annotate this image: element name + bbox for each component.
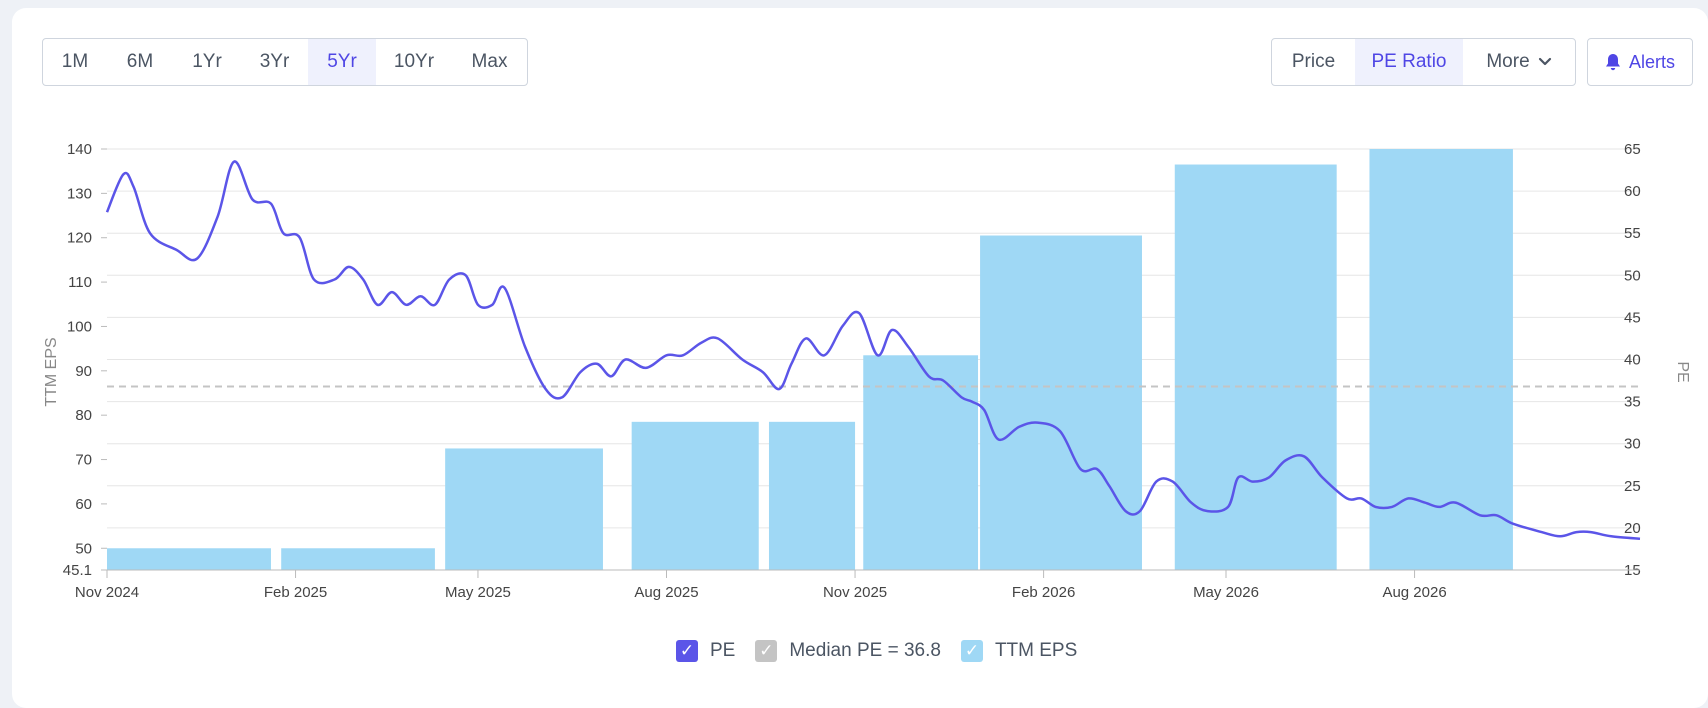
right-tick-label: 40 (1624, 352, 1641, 369)
right-tick-label: 65 (1624, 141, 1641, 158)
eps-bar (107, 548, 271, 570)
metric-selector: Price PE Ratio More (1271, 38, 1576, 86)
median-checkbox[interactable]: ✓ (755, 640, 778, 662)
left-tick-label: 100 (67, 318, 92, 335)
right-tick-label: 20 (1624, 520, 1641, 537)
range-button-1m[interactable]: 1M (61, 51, 89, 72)
range-button-10yr[interactable]: 10Yr (393, 51, 435, 72)
x-tick-label: May 2025 (445, 584, 511, 601)
chart-legend: ✓ PE ✓ Median PE = 36.8 ✓ TTM EPS (676, 640, 1077, 662)
left-tick-label: 130 (67, 185, 92, 202)
right-tick-label: 45 (1624, 309, 1641, 326)
x-tick-label: Feb 2026 (1012, 584, 1075, 601)
more-button[interactable]: More (1463, 39, 1575, 85)
alerts-label: Alerts (1628, 51, 1675, 72)
pe-line (105, 160, 1641, 541)
left-tick-label: 45.1 (63, 562, 92, 579)
pe-ratio-button[interactable]: PE Ratio (1355, 39, 1463, 85)
left-tick-label: 50 (75, 540, 92, 557)
right-tick-label: 35 (1624, 394, 1641, 411)
left-tick-label: 140 (67, 141, 92, 158)
left-axis-title: TTM EPS (43, 337, 60, 406)
eps-bar (1369, 149, 1513, 570)
pe-checkbox[interactable]: ✓ (676, 640, 698, 662)
eps-bar (980, 235, 1142, 571)
range-button-5yr[interactable]: 5Yr (308, 39, 376, 85)
x-axis-ticks: Nov 2024 Feb 2025 May 2025 Aug 2025 Nov 2025… (75, 569, 1640, 601)
eps-bars (107, 149, 1513, 571)
left-tick-label: 120 (67, 230, 92, 247)
left-tick-label: 110 (68, 274, 92, 291)
range-button-1yr[interactable]: 1Yr (192, 51, 222, 72)
alerts-button[interactable]: Alerts (1587, 38, 1693, 86)
x-tick-label: Nov 2025 (823, 584, 887, 601)
range-selector: 1M 6M 1Yr 3Yr 5Yr 10Yr Max (42, 38, 528, 86)
chevron-down-icon (1538, 57, 1551, 66)
right-tick-label: 50 (1624, 267, 1641, 284)
right-tick-label: 55 (1624, 225, 1641, 242)
right-tick-label: 25 (1624, 478, 1641, 495)
eps-bar (863, 355, 979, 570)
legend-label-eps: TTM EPS (994, 640, 1078, 661)
eps-bar (1174, 164, 1337, 571)
x-tick-label: Nov 2024 (75, 584, 139, 601)
bell-icon (1605, 54, 1620, 71)
price-button[interactable]: Price (1291, 51, 1336, 72)
eps-bar (631, 421, 759, 570)
x-tick-label: Aug 2026 (1382, 584, 1446, 601)
legend-label-median: Median PE = 36.8 (789, 640, 941, 661)
legend-item-eps[interactable]: ✓ TTM EPS (960, 640, 1078, 662)
left-tick-label: 60 (75, 496, 92, 513)
x-tick-label: Feb 2025 (264, 584, 327, 601)
range-button-3yr[interactable]: 3Yr (259, 51, 290, 72)
legend-item-pe[interactable]: ✓ PE (676, 640, 735, 662)
pe-eps-chart: 140 130 120 110 100 90 80 70 60 50 45.1 65 60 55 50 45… (43, 141, 1691, 601)
eps-bar (281, 548, 435, 570)
legend-item-median[interactable]: ✓ Median PE = 36.8 (755, 640, 941, 662)
x-tick-label: May 2026 (1193, 584, 1259, 601)
x-tick-label: Aug 2025 (634, 584, 698, 601)
left-axis-ticks: 140 130 120 110 100 90 80 70 60 50 45.1 (63, 141, 107, 579)
left-tick-label: 90 (75, 363, 92, 380)
right-tick-label: 30 (1624, 436, 1641, 453)
eps-bar (445, 448, 603, 570)
eps-checkbox[interactable]: ✓ (960, 640, 983, 662)
left-tick-label: 70 (75, 452, 92, 469)
right-tick-label: 60 (1624, 183, 1641, 200)
range-button-6m[interactable]: 6M (126, 51, 154, 72)
legend-label-pe: PE (710, 640, 736, 661)
range-button-max[interactable]: Max (471, 51, 508, 72)
right-axis-title: PE (1674, 361, 1691, 382)
more-label: More (1486, 51, 1530, 72)
left-tick-label: 80 (75, 407, 92, 424)
eps-bar (768, 421, 856, 570)
